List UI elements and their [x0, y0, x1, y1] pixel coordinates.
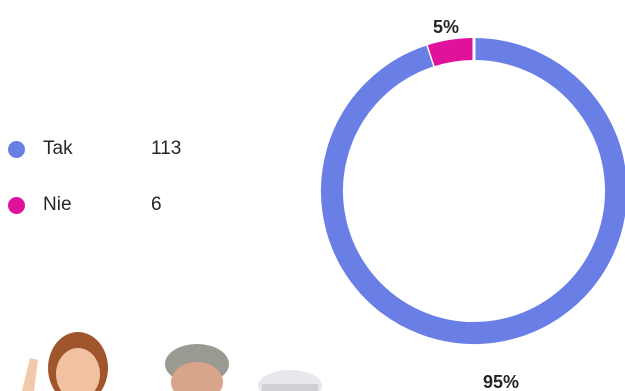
people-photo	[22, 332, 322, 391]
legend-count: 6	[151, 194, 162, 215]
legend-label: Nie	[43, 194, 72, 215]
legend-dot-tak	[8, 141, 25, 158]
legend-label: Tak	[43, 138, 73, 159]
legend-dot-nie	[8, 197, 25, 214]
data-label-tak: 95%	[483, 372, 519, 391]
donut-slice-nie[interactable]	[426, 38, 475, 67]
donut-slice-tak[interactable]	[321, 38, 625, 344]
legend-count: 113	[151, 138, 182, 159]
data-label-nie: 5%	[433, 17, 459, 37]
